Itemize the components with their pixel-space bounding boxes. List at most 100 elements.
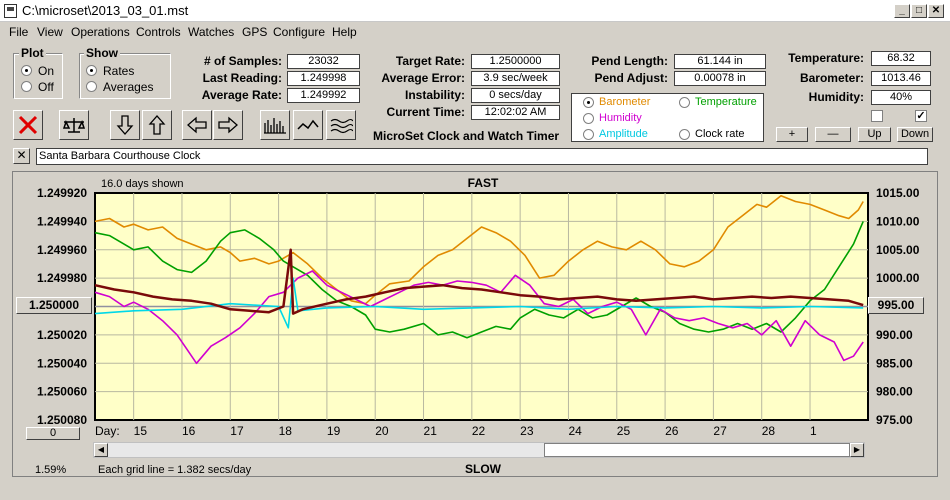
left-tick-label: 1.249920	[37, 186, 87, 200]
day-tick-label: 26	[665, 424, 679, 438]
scale-minus-button[interactable]: —	[815, 127, 851, 142]
sensor-temperature-label: Temperature	[695, 96, 757, 108]
sensor-clockrate-radio[interactable]	[679, 129, 690, 140]
average-error-value: 3.9 sec/week	[471, 71, 560, 86]
left-tick-label: 1.250040	[37, 356, 87, 370]
menu-file[interactable]: File	[9, 25, 29, 39]
pend-length-value: 61.144 in	[674, 54, 766, 69]
horizontal-scrollbar[interactable]: ◀ ▶	[93, 442, 865, 458]
average-error-label: Average Error:	[381, 71, 465, 85]
average-rate-label: Average Rate:	[201, 88, 282, 102]
center-barometer-button[interactable]: 995.00	[868, 297, 924, 314]
wave-view-button[interactable]	[326, 110, 356, 140]
scale-up-button[interactable]: Up	[858, 127, 891, 142]
arrow-left-button[interactable]	[182, 110, 212, 140]
day-tick-label: 25	[617, 424, 631, 438]
sensor-temperature-radio[interactable]	[679, 97, 690, 108]
right-tick-label: 985.00	[876, 356, 913, 370]
show-group	[79, 53, 171, 99]
balance-button[interactable]	[59, 110, 89, 140]
left-tick-label: 1.250060	[37, 385, 87, 399]
day-tick-label: 17	[230, 424, 244, 438]
day-tick-label: 16	[182, 424, 196, 438]
slow-label: SLOW	[465, 462, 502, 476]
maximize-button[interactable]: □	[911, 4, 927, 18]
menu-controls[interactable]: Controls	[136, 25, 181, 39]
days-shown-label: 16.0 days shown	[101, 178, 184, 190]
arrow-right-icon	[218, 116, 238, 134]
scale-plus-button[interactable]: +	[776, 127, 808, 142]
show-group-title: Show	[84, 46, 120, 60]
average-rate-value: 1.249992	[287, 88, 360, 103]
instability-label: Instability:	[404, 88, 465, 102]
line-view-button[interactable]	[293, 110, 323, 140]
menu-help[interactable]: Help	[332, 25, 357, 39]
sensor-humidity-radio[interactable]	[583, 113, 594, 124]
app-subtitle: MicroSet Clock and Watch Timer	[373, 129, 560, 143]
auxiliary-checkbox-1[interactable]	[871, 110, 883, 122]
center-rate-button[interactable]: 1.250000	[16, 297, 92, 314]
bar-view-button[interactable]	[260, 110, 290, 140]
arrow-right-button[interactable]	[213, 110, 243, 140]
plot-off-radio[interactable]	[21, 81, 32, 92]
show-averages-label: Averages	[103, 80, 154, 94]
minimize-button[interactable]: _	[894, 4, 910, 18]
arrow-down-button[interactable]	[110, 110, 140, 140]
series-line-humidity	[94, 270, 864, 365]
left-tick-label: 1.249960	[37, 243, 87, 257]
day-tick-label: 20	[375, 424, 389, 438]
auxiliary-checkbox-2[interactable]: ✓	[915, 110, 927, 122]
arrow-up-button[interactable]	[142, 110, 172, 140]
scroll-thumb[interactable]	[544, 443, 850, 457]
offset-button[interactable]: 0	[26, 427, 80, 440]
close-window-button[interactable]: ✕	[928, 4, 944, 18]
scroll-left-button[interactable]: ◀	[94, 443, 108, 457]
menu-bar: File View Operations Controls Watches GP…	[0, 23, 950, 41]
instability-value: 0 secs/day	[471, 88, 560, 103]
scale-down-button[interactable]: Down	[897, 127, 933, 142]
arrow-left-icon	[187, 116, 207, 134]
day-tick-label: 27	[713, 424, 727, 438]
samples-label: # of Samples:	[203, 54, 282, 68]
series-line-barometer	[94, 194, 864, 305]
sensor-barometer-radio[interactable]	[583, 97, 594, 108]
humidity-value: 40%	[871, 90, 931, 105]
menu-watches[interactable]: Watches	[188, 25, 235, 39]
menu-configure[interactable]: Configure	[273, 25, 326, 39]
show-rates-radio[interactable]	[86, 65, 97, 76]
bar-graph-icon	[264, 118, 286, 134]
sensor-barometer-label: Barometer	[599, 96, 651, 108]
left-tick-label: 1.249980	[37, 271, 87, 285]
sensor-clockrate-label: Clock rate	[695, 128, 745, 140]
temperature-label: Temperature:	[788, 51, 864, 65]
sensor-amplitude-radio[interactable]	[583, 129, 594, 140]
sensor-humidity-label: Humidity	[599, 112, 642, 124]
plot-off-label: Off	[38, 80, 54, 94]
temperature-value: 68.32	[871, 51, 931, 66]
plot-on-radio[interactable]	[21, 65, 32, 76]
clock-name-field[interactable]: Santa Barbara Courthouse Clock	[36, 148, 928, 165]
show-averages-radio[interactable]	[86, 81, 97, 92]
menu-view[interactable]: View	[37, 25, 63, 39]
percent-label: 1.59%	[35, 464, 66, 476]
left-tick-label: 1.249940	[37, 214, 87, 228]
stop-button[interactable]	[13, 110, 43, 140]
pend-adjust-label: Pend Adjust:	[594, 71, 668, 85]
chart-svg: 1.249920 1015.00 1.249940 1010.00 1.249960 10…	[35, 176, 920, 476]
grid-note-label: Each grid line = 1.382 secs/day	[98, 464, 252, 476]
right-tick-label: 980.00	[876, 385, 913, 399]
menu-operations[interactable]: Operations	[71, 25, 130, 39]
clear-name-button[interactable]: ✕	[13, 148, 30, 164]
arrow-up-icon	[148, 115, 166, 135]
series-line-temperature	[94, 221, 864, 339]
plot-on-label: On	[38, 64, 55, 78]
day-tick-label: 18	[279, 424, 293, 438]
left-tick-label: 1.250080	[37, 413, 87, 427]
red-x-icon	[18, 115, 38, 135]
menu-gps[interactable]: GPS	[242, 25, 268, 39]
scroll-right-button[interactable]: ▶	[850, 443, 864, 457]
right-tick-label: 1005.00	[876, 243, 920, 257]
right-tick-label: 1000.00	[876, 271, 920, 285]
right-tick-label: 990.00	[876, 328, 913, 342]
day-tick-label: 15	[134, 424, 148, 438]
